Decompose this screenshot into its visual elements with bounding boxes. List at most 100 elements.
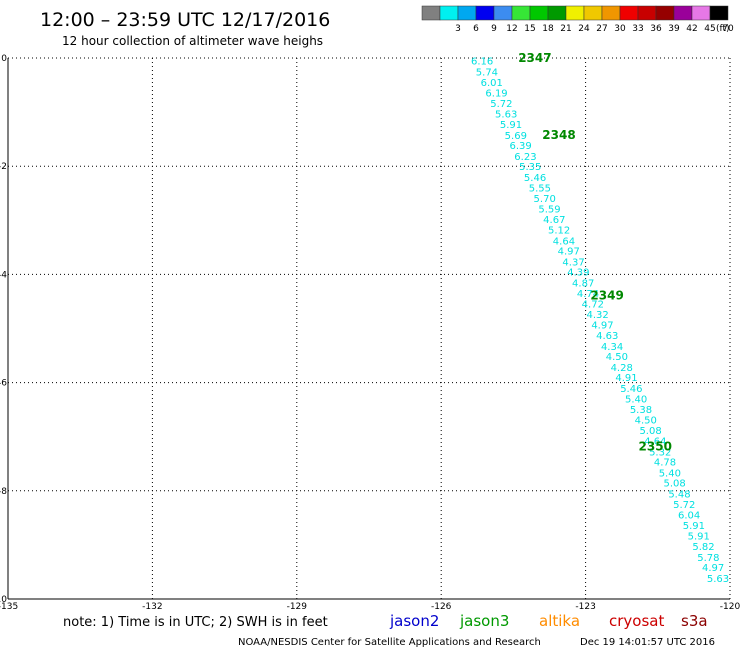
swh-data-point: 5.63	[707, 574, 729, 585]
footer-timestamp: Dec 19 14:01:57 UTC 2016	[580, 637, 715, 648]
swh-data-point: 5.46	[620, 384, 642, 395]
footer-credit: NOAA/NESDIS Center for Satellite Applica…	[238, 637, 541, 648]
swh-data-point: 5.82	[692, 542, 714, 553]
swh-data-point: 4.28	[611, 363, 633, 374]
time-labels: 2347 2348 2349 2350	[518, 51, 672, 453]
swh-data-point: 6.39	[509, 141, 531, 152]
scale-tick-label: 33	[632, 24, 643, 34]
swh-data-point: 5.74	[476, 68, 498, 79]
x-tick-labels: -135 -132 -129 -126 -123 -120	[0, 602, 740, 612]
time-label: 2347	[518, 51, 551, 65]
swh-data-point: 4.50	[606, 352, 628, 363]
satellite-legend-item: jason2	[389, 612, 439, 630]
y-tick-label: -2	[0, 162, 7, 172]
swh-data-point: 4.34	[601, 342, 623, 353]
swh-data-point: 4.78	[654, 458, 676, 469]
satellite-legend-item: cryosat	[609, 612, 664, 630]
time-label: 2350	[639, 439, 672, 453]
scale-tick-label: 9	[491, 24, 497, 34]
color-scale: 3 6 9 12 15 18 21 24 27 30 33 36 39 42 45 70	[421, 5, 734, 34]
plot-axes	[7, 58, 730, 600]
swh-data-point: 4.91	[615, 373, 637, 384]
scale-swatch	[709, 5, 729, 21]
swh-value-labels: 6.165.746.016.195.725.635.915.696.396.23…	[471, 57, 729, 585]
swh-data-point: 5.72	[673, 500, 695, 511]
satellite-legend-item: altika	[539, 612, 580, 630]
swh-data-point: 4.64	[553, 236, 575, 247]
swh-data-point: 5.38	[630, 405, 652, 416]
swh-data-point: 5.91	[500, 120, 522, 131]
scale-swatch	[673, 5, 693, 21]
scale-swatch	[583, 5, 603, 21]
swh-data-point: 4.64	[644, 436, 666, 447]
x-tick-label: -120	[720, 602, 740, 612]
scale-swatch	[601, 5, 621, 21]
time-label: 2348	[542, 128, 575, 142]
swh-data-point: 4.37	[562, 257, 584, 268]
footer-note: note: 1) Time is in UTC; 2) SWH is in fe…	[63, 615, 328, 630]
y-tick-label: -10	[0, 595, 7, 605]
swh-data-point: 4.72	[582, 300, 604, 311]
scale-tick-label: 15	[524, 24, 535, 34]
scale-swatch	[421, 5, 441, 21]
swh-data-point: 5.12	[548, 225, 570, 236]
swh-data-point: 5.63	[495, 110, 517, 121]
scale-tick-label: 3	[455, 24, 461, 34]
scale-swatch	[565, 5, 585, 21]
x-tick-label: -135	[0, 602, 18, 612]
plot-grid	[7, 57, 731, 600]
scale-tick-label: 42	[686, 24, 697, 34]
y-tick-labels: 0 -2 -4 -6 -8 -10	[0, 54, 7, 605]
scale-swatch	[637, 5, 657, 21]
scale-swatch	[691, 5, 711, 21]
swh-data-point: 5.32	[649, 447, 671, 458]
time-label: 2349	[590, 288, 623, 302]
x-tick-label: -132	[142, 602, 162, 612]
scale-swatch	[619, 5, 639, 21]
scale-swatch	[475, 5, 495, 21]
page-title: 12:00 – 23:59 UTC 12/17/2016	[40, 9, 330, 31]
scale-tick-label: 24	[578, 24, 590, 34]
scale-tick-label: 36	[650, 24, 662, 34]
y-tick-label: -6	[0, 379, 7, 389]
y-tick-label: 0	[1, 54, 7, 64]
satellite-legend: jason2 jason3 altika cryosat s3a	[389, 612, 708, 630]
swh-data-point: 4.74	[577, 289, 599, 300]
y-tick-label: -8	[0, 487, 7, 497]
swh-data-point: 5.08	[664, 479, 686, 490]
swh-data-point: 5.55	[529, 183, 551, 194]
scale-tick-label: 12	[506, 24, 517, 34]
scale-swatch	[529, 5, 549, 21]
swh-data-point: 5.91	[688, 532, 710, 543]
page-subtitle: 12 hour collection of altimeter wave hei…	[62, 34, 323, 48]
swh-data-point: 5.35	[519, 162, 541, 173]
swh-data-point: 4.32	[587, 310, 609, 321]
swh-data-point: 6.04	[678, 511, 700, 522]
swh-data-point: 5.70	[534, 194, 556, 205]
swh-data-point: 5.72	[490, 99, 512, 110]
scale-swatch	[547, 5, 567, 21]
scale-unit-label: (ft)	[716, 24, 730, 34]
swh-data-point: 6.23	[514, 152, 536, 163]
swh-data-point: 4.87	[572, 279, 594, 290]
scale-tick-label: 70	[722, 24, 734, 34]
x-tick-label: -126	[431, 602, 452, 612]
scale-swatch	[457, 5, 477, 21]
swh-data-point: 5.40	[659, 468, 681, 479]
swh-data-point: 4.97	[591, 321, 613, 332]
scale-swatch	[493, 5, 513, 21]
swh-data-point: 5.69	[505, 131, 527, 142]
swh-data-point: 6.19	[485, 89, 507, 100]
scale-tick-label: 27	[596, 24, 607, 34]
swh-data-point: 4.67	[543, 215, 565, 226]
swh-data-point: 6.01	[481, 78, 503, 89]
swh-data-point: 5.59	[538, 204, 560, 215]
y-tick-label: -4	[0, 270, 7, 280]
scale-tick-label: 30	[614, 24, 626, 34]
scale-tick-label: 18	[542, 24, 554, 34]
swh-data-point: 4.97	[702, 563, 724, 574]
swh-data-point: 5.40	[625, 394, 647, 405]
scale-swatch	[655, 5, 675, 21]
satellite-legend-item: jason3	[459, 612, 509, 630]
